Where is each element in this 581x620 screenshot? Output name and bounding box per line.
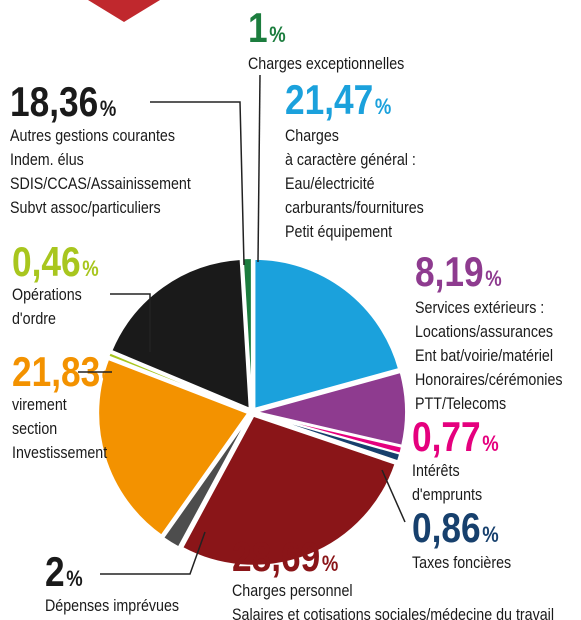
pie-slice	[180, 414, 397, 567]
slice-label: 2%Dépenses imprévues	[45, 549, 179, 615]
leader-line	[150, 101, 245, 266]
value-number: 0,77	[412, 414, 481, 461]
value-label: 1%	[248, 5, 286, 52]
value-label: 0,46%	[12, 239, 99, 286]
slice-description: Opérations	[12, 286, 82, 304]
value-unit: %	[485, 268, 501, 292]
slice-description: Charges personnel	[232, 582, 353, 600]
leader-line	[100, 531, 206, 575]
decor-triangle	[88, 0, 160, 22]
slice-description: Ent bat/voirie/matériel	[415, 347, 553, 365]
value-unit: %	[102, 368, 118, 392]
pie-slice	[255, 412, 402, 463]
value-unit: %	[322, 553, 338, 577]
slice-label: 0,86% Taxes foncières	[412, 505, 511, 572]
slice-description: à caractère général :	[285, 151, 416, 169]
value-label: 8,19%	[415, 249, 502, 296]
value-number: 2	[45, 549, 65, 596]
labels: 21,47% Charges à caractère général : Eau/él…	[10, 5, 563, 620]
slice-description: section	[12, 420, 57, 438]
pie	[97, 257, 407, 567]
slice-description: Salaires et cotisations sociales/médecin…	[232, 606, 554, 620]
pie-slice	[253, 257, 401, 411]
slice-description: Intérêts	[412, 462, 460, 480]
slice-description: d'ordre	[12, 310, 56, 328]
slice-label: 8,19% Services extérieurs : Locations/assu…	[415, 249, 563, 413]
value-label: 2%	[45, 549, 83, 596]
leader-line	[381, 469, 406, 523]
slice-description: Indem. élus	[10, 151, 84, 169]
pie-slice	[107, 351, 249, 412]
value-number: 0,46	[12, 239, 81, 286]
value-unit: %	[482, 433, 498, 457]
value-unit: %	[482, 524, 498, 548]
value-label: 18,36%	[10, 79, 116, 126]
value-number: 8,19	[415, 249, 484, 296]
value-unit: %	[269, 24, 285, 48]
pie-slice	[97, 357, 250, 537]
slice-description: Charges	[285, 127, 339, 145]
value-label: 21,47%	[285, 77, 391, 124]
slice-description: Autres gestions courantes	[10, 127, 175, 145]
value-number: 0,86	[412, 505, 481, 552]
pie-slice	[110, 257, 251, 411]
slice-description: Eau/électricité	[285, 175, 375, 193]
value-number: 18,36	[10, 79, 98, 126]
slice-description: Locations/assurances	[415, 323, 553, 341]
slice-description: PTT/Telecoms	[415, 395, 506, 413]
slice-description: Dépenses imprévues	[45, 597, 179, 615]
slice-label: 21,47% Charges à caractère général : Eau/él…	[285, 77, 424, 241]
pie-slice	[241, 257, 253, 409]
slice-description: Taxes foncières	[412, 554, 511, 572]
value-number: 1	[248, 5, 268, 52]
value-label: 0,86%	[412, 505, 499, 552]
value-label: 28,69%	[232, 534, 338, 581]
value-number: 28,69	[232, 534, 320, 581]
leader-line	[257, 74, 261, 263]
value-number: 21,47	[285, 77, 373, 124]
slice-description: Subvt assoc/particuliers	[10, 199, 161, 217]
slice-label: 0,46%Opérations d'ordre	[12, 239, 99, 328]
leader-line	[110, 293, 151, 352]
slice-description: Honoraires/cérémonies	[415, 371, 563, 389]
slice-description: Investissement	[12, 444, 108, 462]
slice-description: SDIS/CCAS/Assainissement	[10, 175, 191, 193]
pie-slice	[255, 370, 407, 447]
slice-description: virement	[12, 396, 67, 414]
slice-description: Petit équipement	[285, 223, 393, 241]
value-label: 0,77%	[412, 414, 499, 461]
value-unit: %	[82, 258, 98, 282]
slice-label: 1% Charges exceptionnelles	[248, 5, 404, 73]
slice-description: Charges exceptionnelles	[248, 55, 404, 73]
pie-slice	[161, 414, 251, 549]
slice-description: d'emprunts	[412, 486, 482, 504]
value-unit: %	[100, 98, 116, 122]
slice-description: Services extérieurs :	[415, 299, 544, 317]
slice-description: carburants/fournitures	[285, 199, 424, 217]
value-unit: %	[66, 568, 82, 592]
value-unit: %	[375, 96, 391, 120]
